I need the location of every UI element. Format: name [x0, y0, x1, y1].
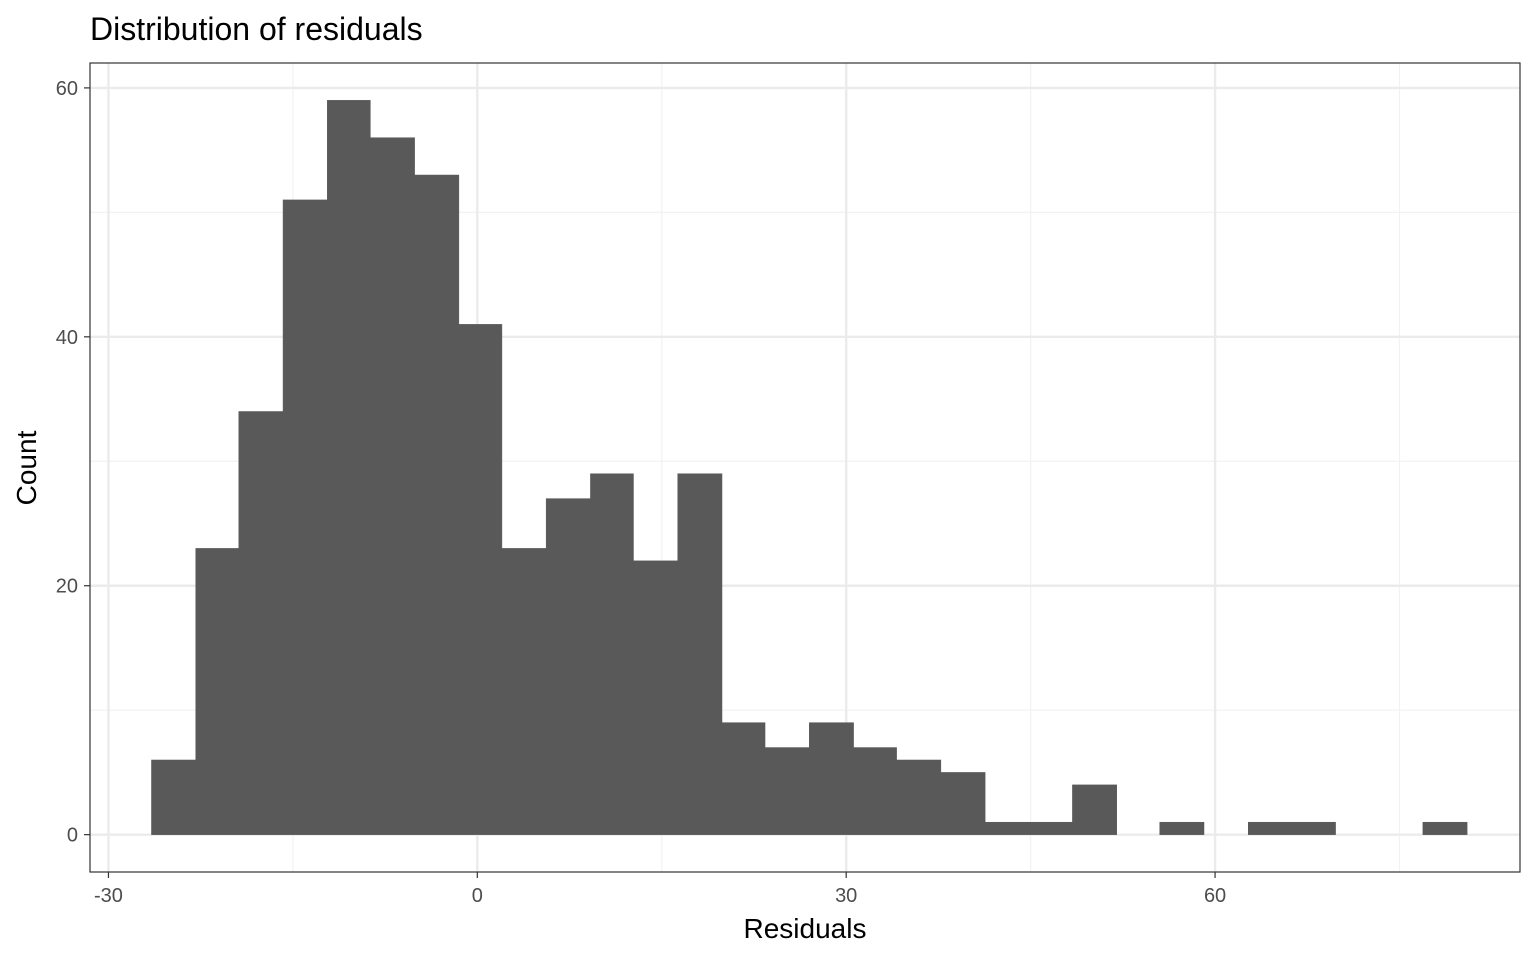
x-tick-label: 30: [835, 885, 857, 907]
histogram-bar: [327, 100, 371, 835]
y-tick-label: 0: [67, 825, 78, 847]
histogram-bars: [151, 100, 1468, 835]
histogram-bar: [282, 199, 328, 835]
panel-border: [89, 62, 1521, 873]
y-tick-label: 40: [56, 327, 78, 349]
histogram-bar: [764, 747, 810, 835]
histogram-bar: [809, 722, 854, 835]
axis-ticks: -30 0 30 60 0 20 40 60: [56, 78, 1226, 907]
x-tick-label: 0: [472, 885, 483, 907]
histogram-bar: [458, 324, 503, 835]
histogram-bar: [1159, 821, 1205, 835]
chart-title: Distribution of residuals: [90, 11, 423, 47]
histogram-bar: [195, 548, 240, 835]
x-axis-title: Residuals: [744, 913, 867, 944]
histogram-bar: [1027, 821, 1073, 835]
y-axis-title: Count: [11, 430, 42, 505]
histogram-bar: [1072, 784, 1117, 835]
histogram-bar: [370, 137, 415, 835]
histogram-bar: [414, 174, 460, 835]
histogram-bar: [940, 772, 986, 835]
x-tick-label: 60: [1204, 885, 1226, 907]
histogram-bar: [677, 473, 723, 835]
histogram-bar: [984, 821, 1029, 835]
histogram-bar: [545, 498, 591, 835]
histogram-bar: [238, 411, 284, 835]
histogram-bar: [853, 747, 897, 835]
y-tick-label: 20: [56, 576, 78, 598]
histogram-bar: [1291, 821, 1336, 835]
histogram-bar: [151, 759, 196, 835]
histogram-bar: [1248, 821, 1292, 835]
histogram-bar: [896, 759, 942, 835]
histogram-bar: [501, 548, 547, 835]
histogram-bar: [721, 722, 766, 835]
y-tick-label: 60: [56, 78, 78, 100]
histogram-bar: [590, 473, 634, 835]
histogram-bar: [633, 560, 678, 835]
x-tick-label: -30: [94, 885, 123, 907]
histogram-bar: [1422, 821, 1468, 835]
